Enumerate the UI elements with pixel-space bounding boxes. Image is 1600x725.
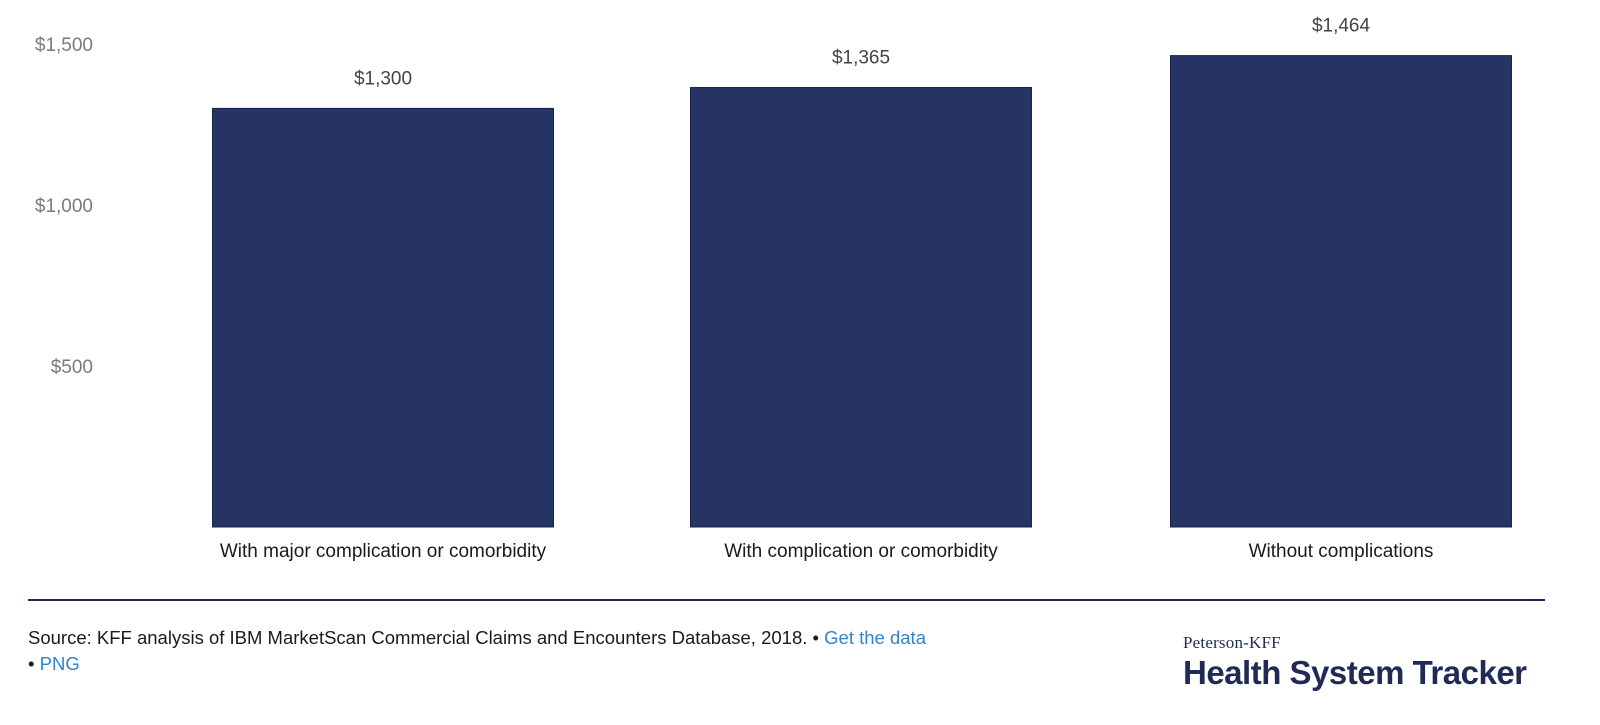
y-tick-label-1: $1,000 xyxy=(35,196,93,217)
brand-logo: Peterson-KFF Health System Tracker xyxy=(1183,633,1553,693)
bar-1 xyxy=(690,86,1032,528)
bar-chart: $500 $1,000 $1,500 $1,300 With major complic… xyxy=(35,16,1512,562)
y-tick-label-2: $1,500 xyxy=(35,35,93,56)
bar-0 xyxy=(212,107,554,528)
source-note: Source: KFF analysis of IBM MarketScan C… xyxy=(28,625,1108,677)
footer-divider xyxy=(28,599,1545,601)
source-separator: • xyxy=(28,653,40,674)
bar-2 xyxy=(1170,55,1512,528)
source-text: Source: KFF analysis of IBM MarketScan C… xyxy=(28,627,825,648)
x-category-label-2: Without complications xyxy=(1249,541,1434,562)
png-link[interactable]: PNG xyxy=(39,653,80,674)
brand-main-text: Health System Tracker xyxy=(1183,654,1527,691)
data-label-1: $1,365 xyxy=(832,47,890,68)
get-the-data-link[interactable]: Get the data xyxy=(824,627,926,648)
data-label-2: $1,464 xyxy=(1312,16,1371,37)
x-category-label-0: With major complication or comorbidity xyxy=(220,541,547,562)
y-tick-label-0: $500 xyxy=(51,357,93,378)
data-label-0: $1,300 xyxy=(354,68,412,89)
x-category-label-1: With complication or comorbidity xyxy=(724,541,998,562)
brand-top-text: Peterson-KFF xyxy=(1183,633,1281,652)
